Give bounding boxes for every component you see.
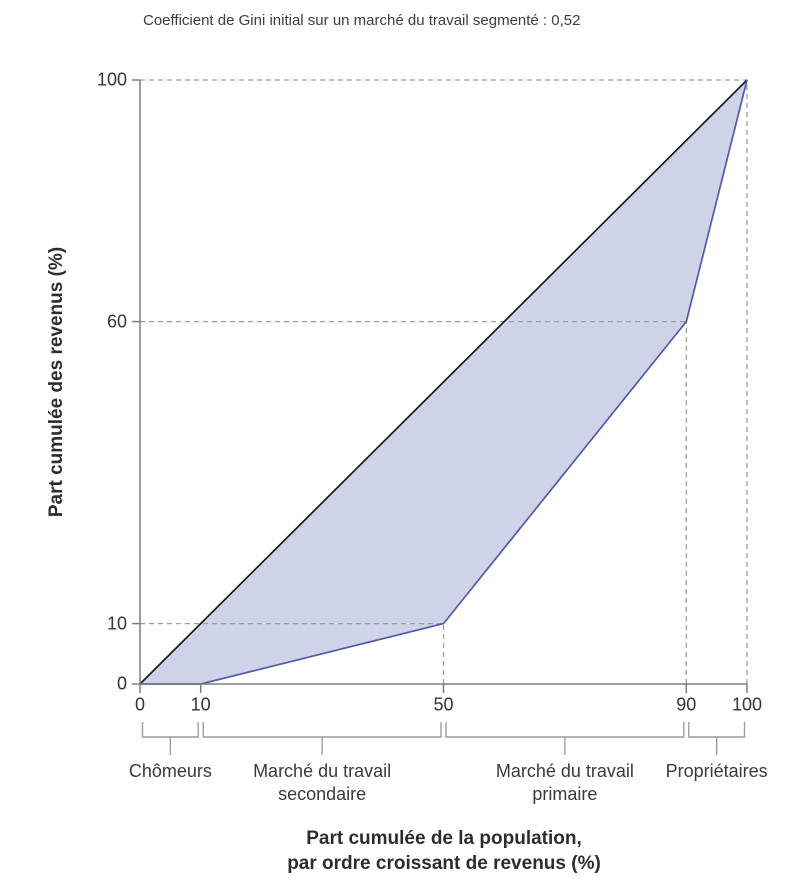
x-axis-label: Part cumulée de la population, par ordre… [287,828,601,874]
chart-title: Coefficient de Gini initial sur un march… [143,12,581,29]
segment-bracket [688,722,746,755]
segment-bracket [445,722,685,755]
segment-bracket [141,722,199,755]
equality-line [139,79,748,685]
segment-bracket [202,722,442,755]
